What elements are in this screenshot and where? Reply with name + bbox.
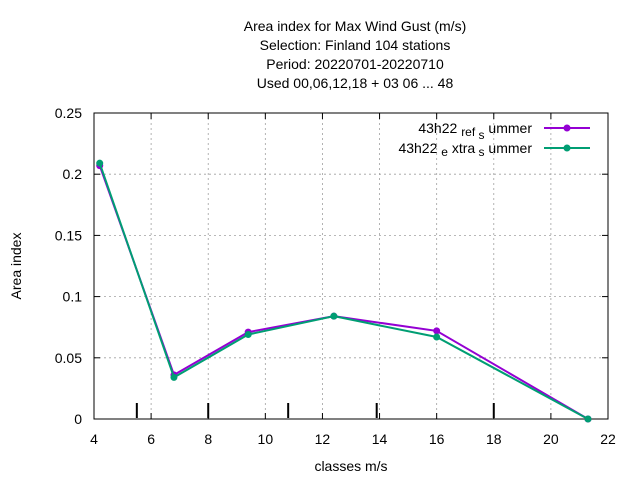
- y-axis-label: Area index: [8, 233, 24, 300]
- x-tick-label: 16: [429, 431, 445, 447]
- x-tick-label: 18: [486, 431, 502, 447]
- legend-swatch-point: [563, 144, 571, 152]
- legend-label: 43h22 e xtra s ummer: [398, 140, 532, 159]
- x-tick-label: 6: [147, 431, 155, 447]
- data-point: [330, 312, 338, 320]
- y-tick-label: 0.05: [55, 350, 82, 366]
- title-line: Period: 20220701-20220710: [266, 56, 444, 72]
- class-markers: [135, 403, 495, 418]
- legend-label: 43h22 ref s ummer: [418, 120, 532, 142]
- data-point: [584, 415, 592, 423]
- x-tick-label: 10: [258, 431, 274, 447]
- title-line: Used 00,06,12,18 + 03 06 ... 48: [257, 75, 454, 91]
- y-tick-label: 0.25: [55, 105, 82, 121]
- data-point: [433, 327, 441, 335]
- plot-frame: [93, 112, 609, 420]
- series-line-1: [98, 162, 589, 420]
- data-point: [244, 331, 252, 339]
- x-tick-label: 12: [315, 431, 331, 447]
- series-lines: [96, 159, 592, 423]
- data-point: [433, 333, 441, 341]
- title-line: Selection: Finland 104 stations: [260, 37, 451, 53]
- data-point: [170, 373, 178, 381]
- y-tick-label: 0.15: [55, 227, 82, 243]
- x-tick-label: 8: [204, 431, 212, 447]
- legend-swatch-point: [563, 124, 571, 132]
- x-tick-label: 14: [372, 431, 388, 447]
- series-line-0: [98, 165, 589, 420]
- y-tick-label: 0.1: [63, 289, 83, 305]
- x-tick-label: 22: [600, 431, 616, 447]
- axis-ticks: 4 6 8 10 12 14 16 18 20 22 0 0.05 0.1 0.15 0.2 0.25: [55, 105, 616, 447]
- x-tick-label: 20: [543, 431, 559, 447]
- x-tick-label: 4: [90, 431, 98, 447]
- x-axis-label: classes m/s: [314, 458, 387, 474]
- title-line: Area index for Max Wind Gust (m/s): [244, 18, 467, 34]
- y-tick-label: 0.2: [63, 166, 83, 182]
- data-point: [96, 159, 104, 167]
- chart-title: Area index for Max Wind Gust (m/s) Select…: [244, 18, 467, 91]
- y-tick-label: 0: [74, 411, 82, 427]
